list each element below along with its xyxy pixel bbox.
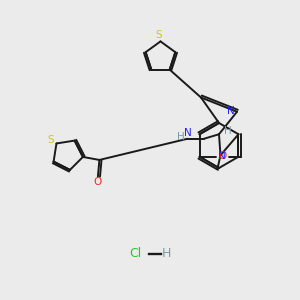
- Text: S: S: [156, 30, 162, 40]
- Text: O: O: [218, 151, 227, 161]
- Text: N: N: [184, 128, 191, 138]
- Text: N: N: [226, 106, 234, 116]
- Text: H: H: [177, 132, 185, 142]
- Text: Cl: Cl: [129, 247, 141, 260]
- Text: S: S: [48, 136, 54, 146]
- Text: H: H: [162, 247, 171, 260]
- Text: N: N: [218, 151, 226, 161]
- Text: H: H: [224, 126, 231, 136]
- Text: O: O: [93, 177, 101, 188]
